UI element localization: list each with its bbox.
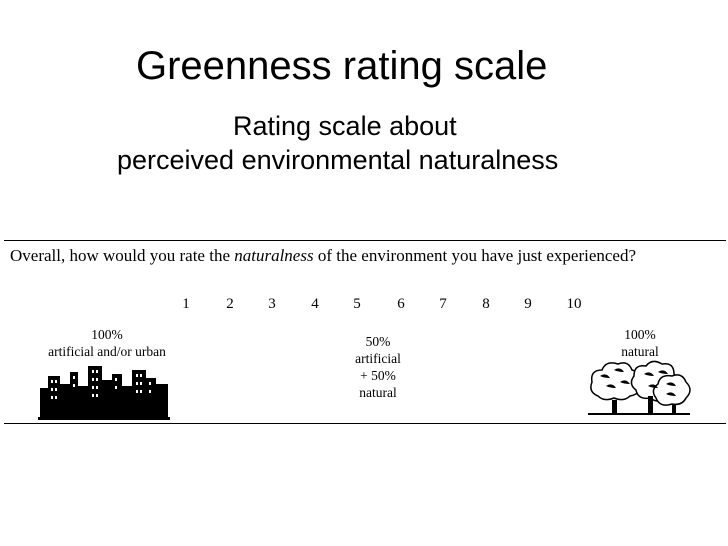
subtitle-line-2: perceived environmental naturalness [117,145,559,175]
trees-icon [588,360,691,415]
question-prefix: Overall, how would you rate the [10,246,235,265]
anchor-left-line1: 100% [91,327,123,342]
anchor-middle-line1: 50% [365,334,391,349]
scale-number-4[interactable]: 4 [311,296,319,312]
question-suffix: of the environment you have just experie… [313,246,637,265]
scale-number-6[interactable]: 6 [397,296,405,312]
rating-scale-frame [4,240,726,424]
scale-number-1[interactable]: 1 [182,296,190,312]
scale-number-3[interactable]: 3 [268,296,276,312]
question-emphasis: naturalness [234,246,314,265]
scale-number-5[interactable]: 5 [353,296,361,312]
anchor-right-line2: natural [621,344,659,359]
scale-number-7[interactable]: 7 [439,296,447,312]
scale-number-8[interactable]: 8 [482,296,490,312]
scale-number-9[interactable]: 9 [524,296,532,312]
anchor-left-label: 100% artificial and/or urban [30,326,184,360]
anchor-right-line1: 100% [624,327,656,342]
anchor-middle-line3: + 50% [360,368,396,383]
anchor-middle-label: 50% artificial + 50% natural [336,333,420,401]
scale-number-10[interactable]: 10 [566,296,582,312]
anchor-right-label: 100% natural [602,326,678,360]
scale-number-2[interactable]: 2 [226,296,234,312]
subtitle-line-1: Rating scale about [233,111,457,141]
city-skyline-icon [38,366,170,420]
anchor-middle-line4: natural [359,385,397,400]
rating-question: Overall, how would you rate the naturaln… [10,246,636,266]
anchor-left-line2: artificial and/or urban [48,344,166,359]
slide-title: Greenness rating scale [136,44,548,88]
anchor-middle-line2: artificial [355,351,401,366]
